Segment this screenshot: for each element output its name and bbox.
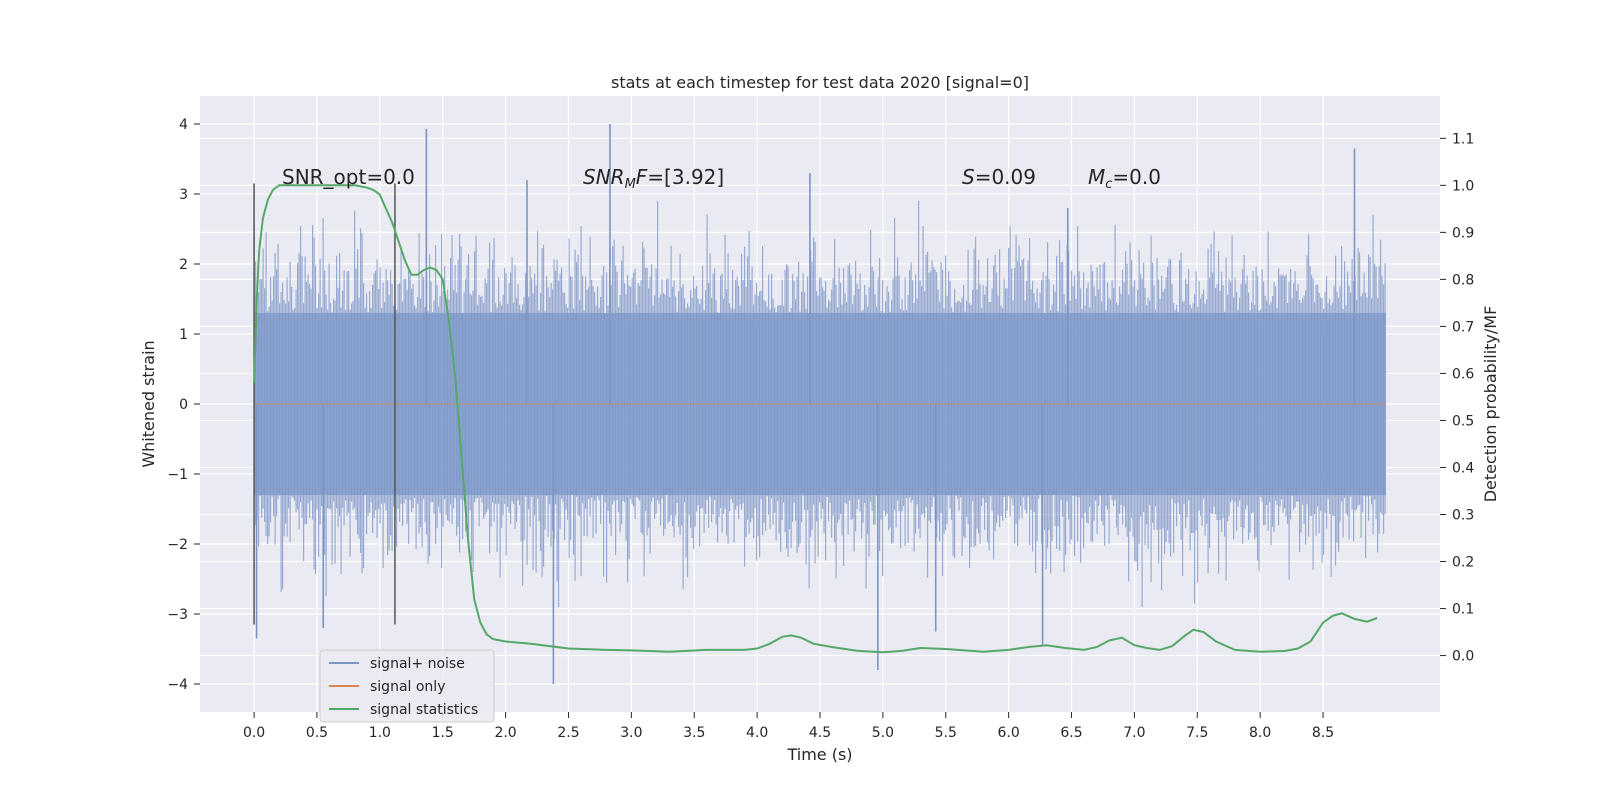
signal-statistics-line <box>253 184 1378 654</box>
y2-tick-label: 0.5 <box>1452 413 1474 429</box>
x-tick-label: 4.5 <box>809 725 831 741</box>
legend-box <box>319 649 495 723</box>
annotation-s: S=0.09 <box>962 165 1036 189</box>
y-tick-label: 2 <box>179 257 188 273</box>
y2-tick-label: 0.1 <box>1452 602 1474 618</box>
x-tick-label: 5.0 <box>872 725 894 741</box>
annotation-snr-opt: SNR_opt=0.0 <box>282 165 415 189</box>
y-tick-labels: 4 3 2 1 0 −1 −2 −3 −4 <box>167 117 200 693</box>
x-tick-label: 5.5 <box>935 725 957 741</box>
x-axis-label: Time (s) <box>786 745 852 764</box>
y2-tick-label: 0.9 <box>1452 225 1474 241</box>
series-signal-statistics <box>253 184 1378 654</box>
annotation-mc: Mc=0.0 <box>1088 165 1161 192</box>
annotation-snr-mf: SNRMF=[3.92] <box>583 165 724 192</box>
y2-tick-label: 0.4 <box>1452 460 1474 476</box>
x-tick-label: 0.5 <box>306 725 328 741</box>
x-tick-labels: 0.0 0.5 1.0 1.5 2.0 2.5 3.0 3.5 4.0 4.5 5.0 5.5 6.0 6… <box>243 712 1334 741</box>
y-tick-label: 4 <box>179 117 188 133</box>
x-tick-label: 2.0 <box>494 725 516 741</box>
x-tick-label: 1.0 <box>369 725 391 741</box>
y-axis-label: Whitened strain <box>139 340 158 467</box>
legend-label-signal-statistics: signal statistics <box>370 702 478 718</box>
y2-axis-label: Detection probability/MF <box>1481 306 1500 503</box>
y2-tick-label: 0.2 <box>1452 555 1474 571</box>
y-tick-label: 1 <box>179 327 188 343</box>
y2-tick-label: 0.3 <box>1452 508 1474 524</box>
y2-tick-labels: 1.1 1.0 0.9 0.8 0.7 0.6 0.5 0.4 0.3 0.2 0.1 0.0 <box>1440 131 1474 665</box>
y2-tick-label: 0.7 <box>1452 319 1474 335</box>
legend: signal+ noise signal only signal statist… <box>319 649 495 723</box>
y2-tick-label: 1.0 <box>1452 178 1474 194</box>
y2-tick-label: 0.6 <box>1452 366 1474 382</box>
x-tick-label: 8.0 <box>1249 725 1271 741</box>
y-tick-label: −1 <box>167 467 188 483</box>
x-tick-label: 0.0 <box>243 725 265 741</box>
legend-label-signal-noise: signal+ noise <box>370 656 465 672</box>
marker-lines <box>253 183 396 625</box>
y-tick-label: −4 <box>167 677 188 693</box>
x-tick-label: 6.0 <box>998 725 1020 741</box>
x-tick-label: 7.5 <box>1186 725 1208 741</box>
x-tick-label: 3.0 <box>620 725 642 741</box>
x-tick-label: 3.5 <box>683 725 705 741</box>
legend-label-signal-only: signal only <box>370 679 445 695</box>
x-tick-label: 7.0 <box>1123 725 1145 741</box>
x-tick-label: 8.5 <box>1312 725 1334 741</box>
x-tick-label: 6.5 <box>1060 725 1082 741</box>
y2-tick-label: 1.1 <box>1452 131 1474 147</box>
y-tick-label: 0 <box>179 397 188 413</box>
y-tick-label: −2 <box>167 537 188 553</box>
x-tick-label: 2.5 <box>557 725 579 741</box>
y-tick-label: −3 <box>167 607 188 623</box>
y2-tick-label: 0.0 <box>1452 649 1474 665</box>
x-tick-label: 1.5 <box>432 725 454 741</box>
chart-title: stats at each timestep for test data 202… <box>611 73 1029 92</box>
y-tick-label: 3 <box>179 187 188 203</box>
x-tick-label: 4.0 <box>746 725 768 741</box>
y2-tick-label: 0.8 <box>1452 272 1474 288</box>
